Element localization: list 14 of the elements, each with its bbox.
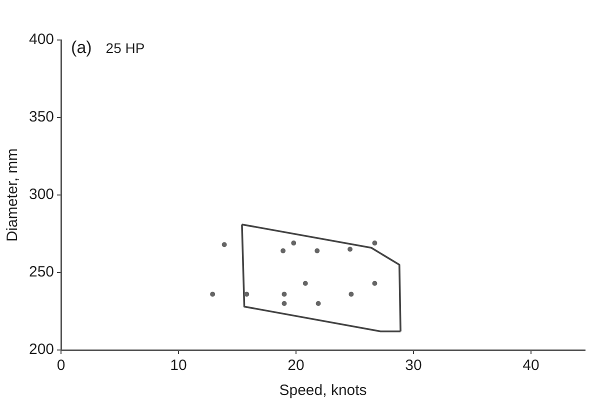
x-tick-label: 0 bbox=[56, 357, 66, 374]
annotation: 25 HP bbox=[106, 40, 145, 56]
y-axis-title: Diameter, mm bbox=[4, 148, 22, 242]
y-tick-label: 200 bbox=[28, 341, 54, 358]
y-tick-label: 300 bbox=[28, 186, 54, 204]
x-axis-title: Speed, knots bbox=[279, 382, 367, 400]
x-tick-label: 10 bbox=[170, 357, 187, 374]
annotation: (a) bbox=[71, 38, 92, 58]
x-tick-label: 40 bbox=[522, 357, 540, 374]
y-tick-label: 350 bbox=[28, 108, 54, 126]
y-tick-label: 250 bbox=[28, 264, 54, 281]
y-tick-label: 400 bbox=[28, 31, 54, 48]
x-tick-label: 20 bbox=[288, 357, 304, 374]
x-tick-label: 30 bbox=[405, 357, 422, 374]
